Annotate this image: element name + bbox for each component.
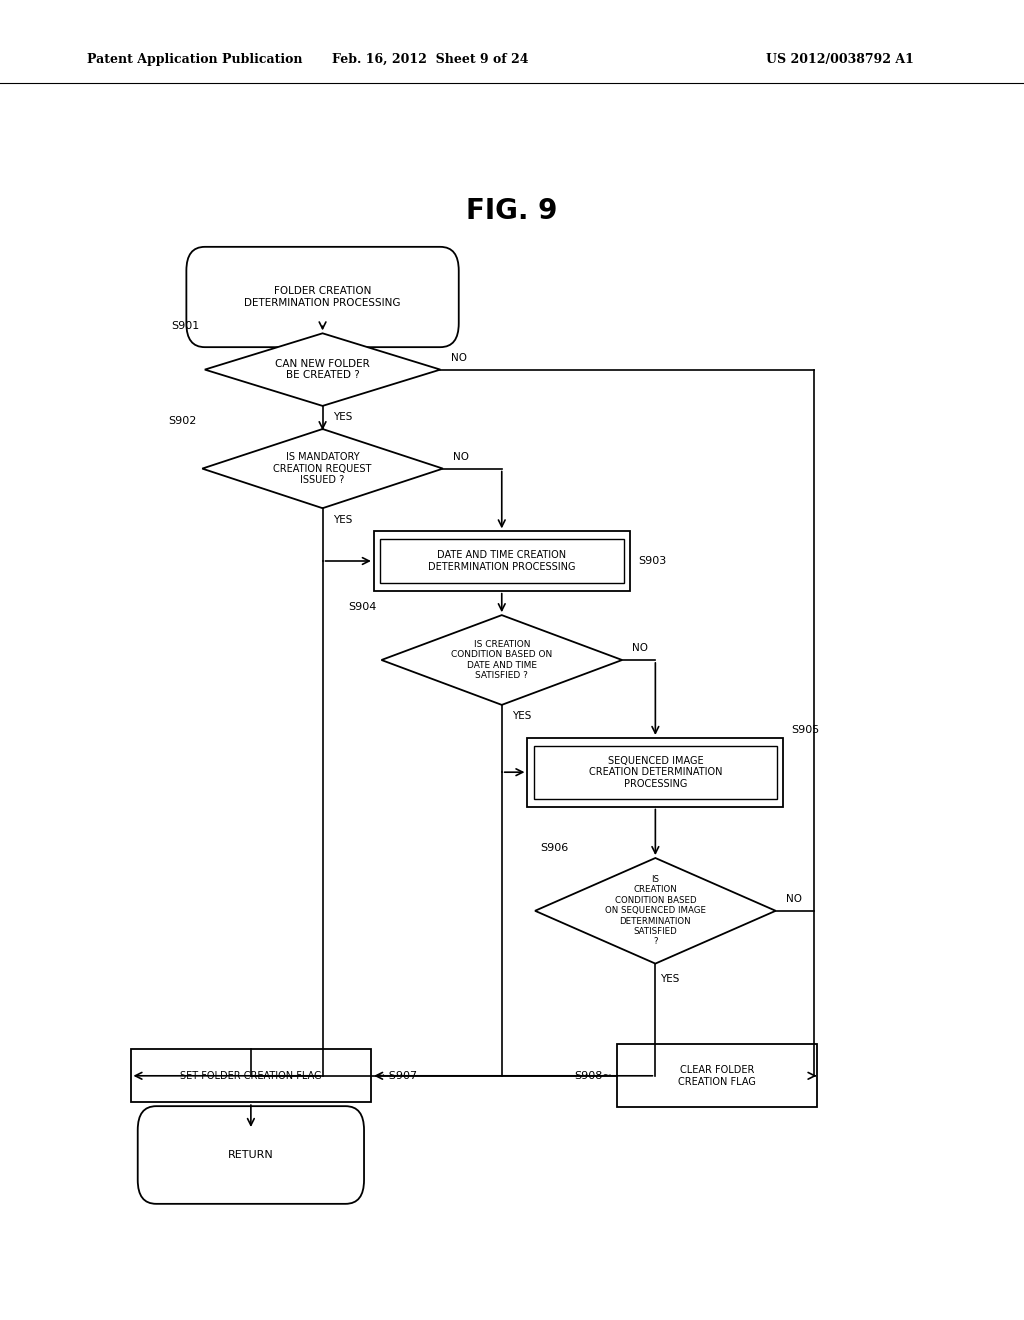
Text: YES: YES (333, 515, 352, 525)
Text: FIG. 9: FIG. 9 (466, 197, 558, 226)
Polygon shape (203, 429, 442, 508)
Text: NO: NO (453, 451, 469, 462)
Text: S902: S902 (169, 416, 197, 426)
Text: S906: S906 (541, 842, 568, 853)
Text: S901: S901 (171, 321, 200, 331)
Polygon shape (535, 858, 776, 964)
Text: CLEAR FOLDER
CREATION FLAG: CLEAR FOLDER CREATION FLAG (678, 1065, 756, 1086)
Text: S903: S903 (638, 556, 667, 566)
Text: S904: S904 (348, 602, 377, 612)
Text: NO: NO (632, 643, 648, 653)
Text: US 2012/0038792 A1: US 2012/0038792 A1 (766, 53, 913, 66)
Text: SEQUENCED IMAGE
CREATION DETERMINATION
PROCESSING: SEQUENCED IMAGE CREATION DETERMINATION P… (589, 755, 722, 789)
Text: YES: YES (333, 412, 352, 422)
Bar (616, 1044, 816, 1107)
Bar (374, 531, 630, 591)
FancyBboxPatch shape (186, 247, 459, 347)
Text: NO: NO (451, 352, 467, 363)
Text: IS
CREATION
CONDITION BASED
ON SEQUENCED IMAGE
DETERMINATION
SATISFIED
?: IS CREATION CONDITION BASED ON SEQUENCED… (605, 875, 706, 946)
FancyBboxPatch shape (137, 1106, 365, 1204)
Polygon shape (381, 615, 622, 705)
Text: IS MANDATORY
CREATION REQUEST
ISSUED ?: IS MANDATORY CREATION REQUEST ISSUED ? (273, 451, 372, 486)
Text: Patent Application Publication: Patent Application Publication (87, 53, 302, 66)
Text: NO: NO (786, 894, 802, 904)
Bar (380, 539, 624, 583)
Text: S908~: S908~ (574, 1071, 611, 1081)
Text: RETURN: RETURN (228, 1150, 273, 1160)
Bar (131, 1049, 371, 1102)
Text: DATE AND TIME CREATION
DETERMINATION PROCESSING: DATE AND TIME CREATION DETERMINATION PRO… (428, 550, 575, 572)
Text: YES: YES (512, 711, 531, 722)
Bar (527, 738, 783, 807)
Bar (534, 746, 777, 799)
Text: FOLDER CREATION
DETERMINATION PROCESSING: FOLDER CREATION DETERMINATION PROCESSING (245, 286, 400, 308)
Polygon shape (205, 334, 440, 407)
Text: Feb. 16, 2012  Sheet 9 of 24: Feb. 16, 2012 Sheet 9 of 24 (332, 53, 528, 66)
Text: CAN NEW FOLDER
BE CREATED ?: CAN NEW FOLDER BE CREATED ? (275, 359, 370, 380)
Text: YES: YES (660, 974, 680, 985)
Text: S905: S905 (792, 725, 820, 735)
Text: ~ S907: ~ S907 (377, 1071, 418, 1081)
Text: SET FOLDER CREATION FLAG: SET FOLDER CREATION FLAG (180, 1071, 322, 1081)
Text: IS CREATION
CONDITION BASED ON
DATE AND TIME
SATISFIED ?: IS CREATION CONDITION BASED ON DATE AND … (452, 640, 552, 680)
